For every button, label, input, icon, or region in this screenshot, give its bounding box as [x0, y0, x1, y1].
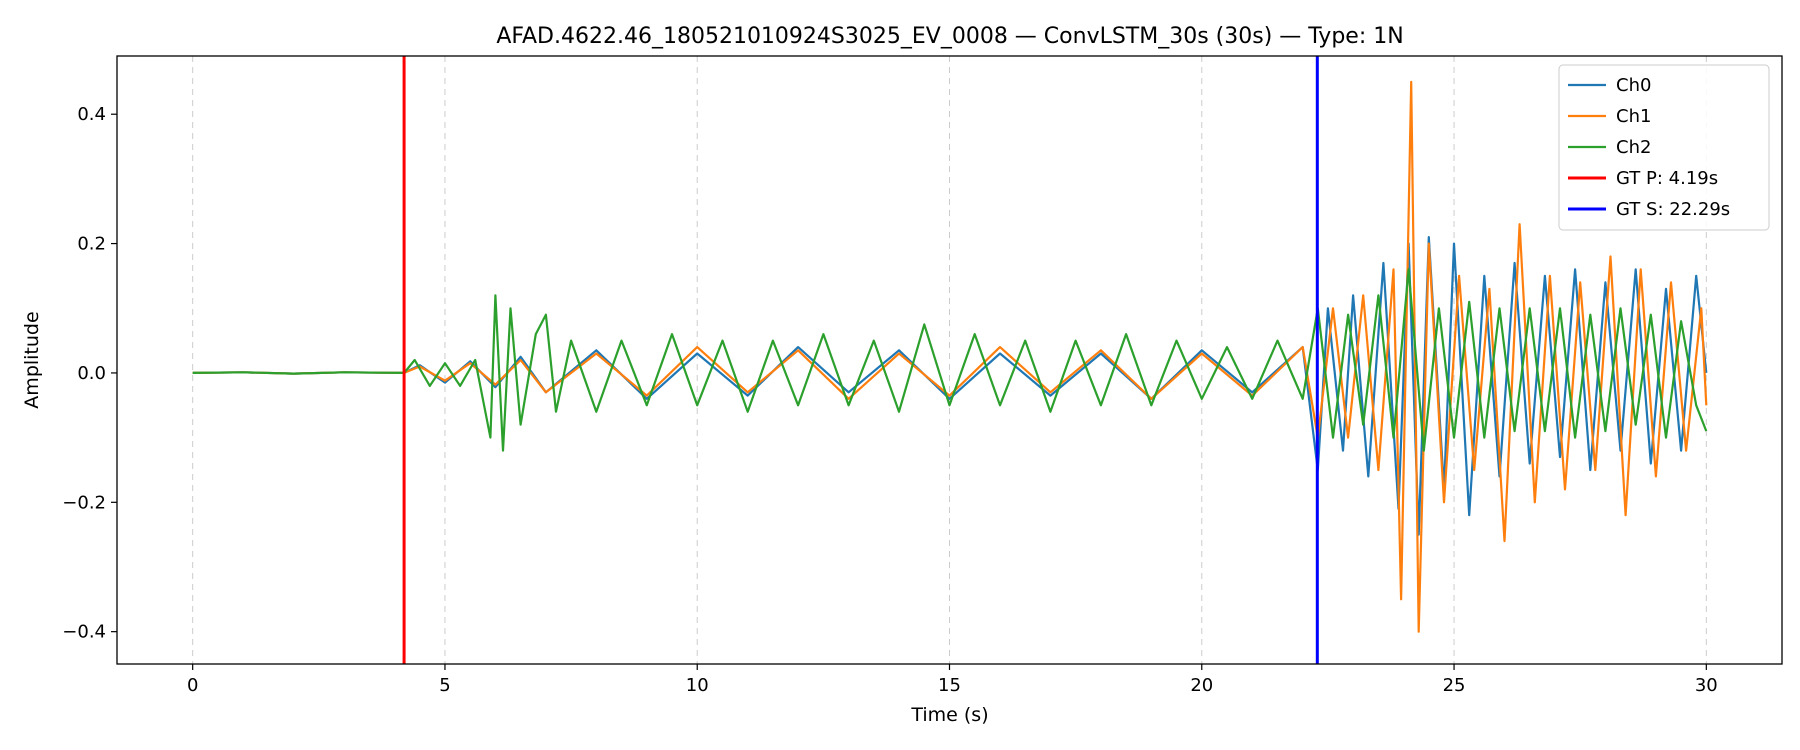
x-tick-label-2: 10: [686, 675, 709, 696]
series-line-ch2: [192, 268, 1708, 452]
legend-label-3: GT P: 4.19s: [1616, 168, 1718, 189]
pick-lines: [402, 56, 1319, 664]
plot-lines: [192, 80, 1708, 633]
y-tick-label-3: 0.2: [77, 234, 106, 255]
legend: Ch0 Ch1 Ch2 GT P: 4.19s GT S: 22.29s: [1558, 64, 1770, 231]
x-axis-label: Time (s): [910, 704, 988, 726]
x-tick-label-6: 30: [1695, 675, 1718, 696]
chart-title: AFAD.4622.46_180521010924S3025_EV_0008 —…: [496, 24, 1403, 49]
x-axis-ticks: 0 5 10 15 20 25 30: [187, 664, 1718, 696]
legend-label-0: Ch0: [1616, 75, 1651, 96]
y-tick-label-0: −0.4: [62, 622, 106, 643]
x-tick-label-4: 20: [1190, 675, 1213, 696]
y-tick-label-4: 0.4: [77, 104, 106, 125]
series-line-ch0: [192, 236, 1708, 536]
x-tick-label-5: 25: [1443, 675, 1466, 696]
x-tick-label-0: 0: [187, 675, 198, 696]
legend-label-2: Ch2: [1616, 137, 1651, 158]
legend-box: [1558, 64, 1770, 231]
y-tick-label-2: 0.0: [77, 363, 106, 384]
y-tick-label-1: −0.2: [62, 492, 106, 513]
y-axis-label: Amplitude: [21, 311, 43, 408]
x-tick-label-3: 15: [938, 675, 961, 696]
series-line-ch1: [192, 80, 1708, 633]
x-tick-label-1: 5: [439, 675, 450, 696]
y-axis-ticks: −0.4 −0.2 0.0 0.2 0.4: [62, 104, 117, 643]
legend-label-1: Ch1: [1616, 106, 1651, 127]
legend-label-4: GT S: 22.29s: [1616, 199, 1730, 220]
